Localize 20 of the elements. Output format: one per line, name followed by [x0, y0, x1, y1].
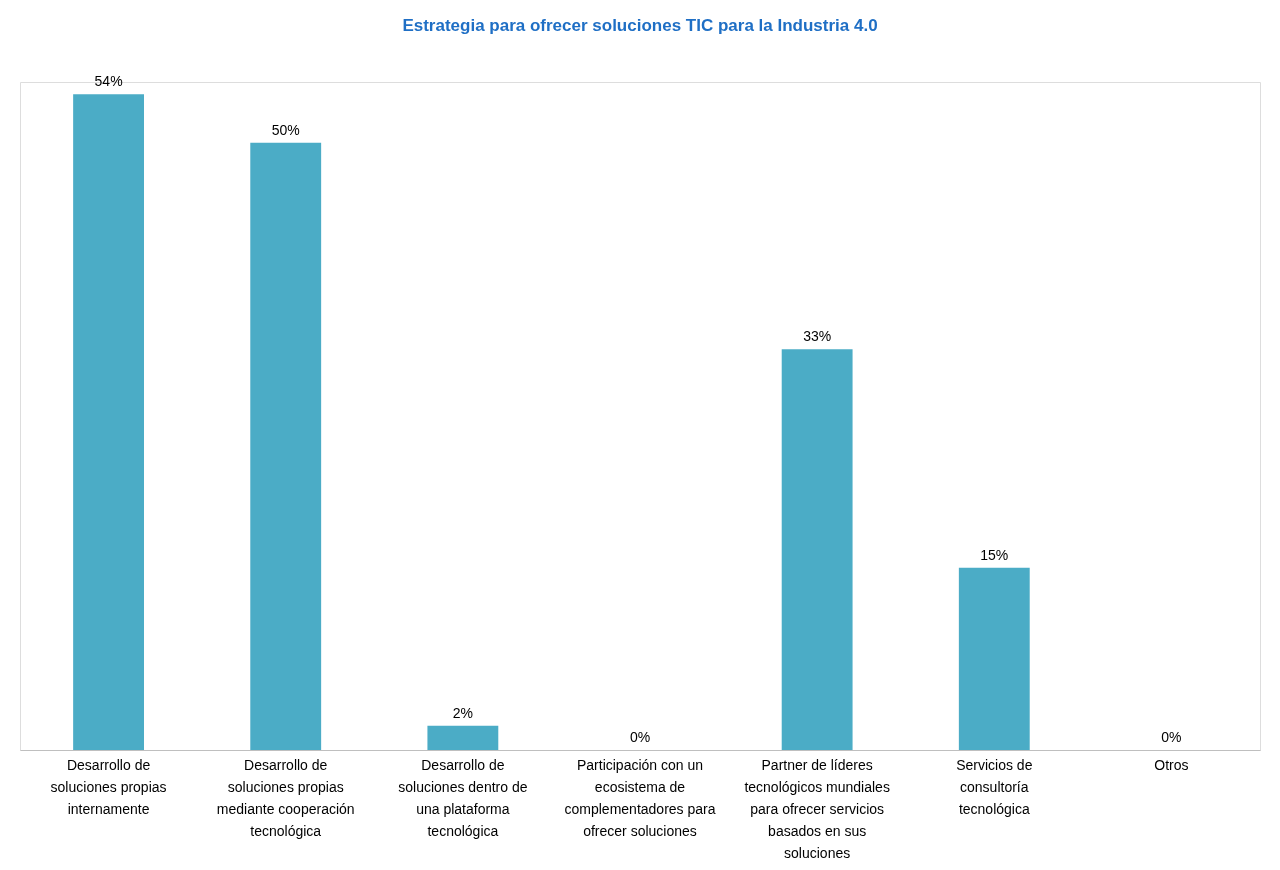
bar [427, 725, 499, 750]
data-label: 15% [980, 546, 1009, 563]
x-tick-label: Desarrollo de soluciones dentro de una plataforma tecnológica [398, 756, 528, 839]
data-label: 50% [271, 121, 300, 138]
data-label: 2% [452, 704, 473, 721]
x-tick-label: Servicios de consultoría tecnológica [956, 756, 1033, 817]
bar [958, 567, 1030, 750]
bar [250, 142, 322, 750]
bar [781, 349, 853, 750]
x-tick-label: Participación con un ecosistema de complementadores para ofrecer soluciones [564, 756, 716, 839]
data-label: 0% [629, 729, 651, 745]
bar [73, 94, 144, 750]
data-label: 0% [1161, 729, 1182, 745]
x-tick-label: Partner de líderes tecnológicos mundiales para ofrecer servicios basados en sus soluciones [744, 756, 890, 861]
data-label: 54% [94, 73, 123, 90]
x-tick-label: Desarrollo de soluciones propias internamente [50, 756, 167, 817]
x-tick-label: Otros [1154, 756, 1189, 773]
x-tick-label: Desarrollo de soluciones propias mediante cooperación tecnológica [216, 756, 355, 839]
chart-title: Estrategia para ofrecer soluciones TIC para la Industria 4.0 [402, 16, 878, 36]
data-label: 33% [803, 328, 832, 345]
